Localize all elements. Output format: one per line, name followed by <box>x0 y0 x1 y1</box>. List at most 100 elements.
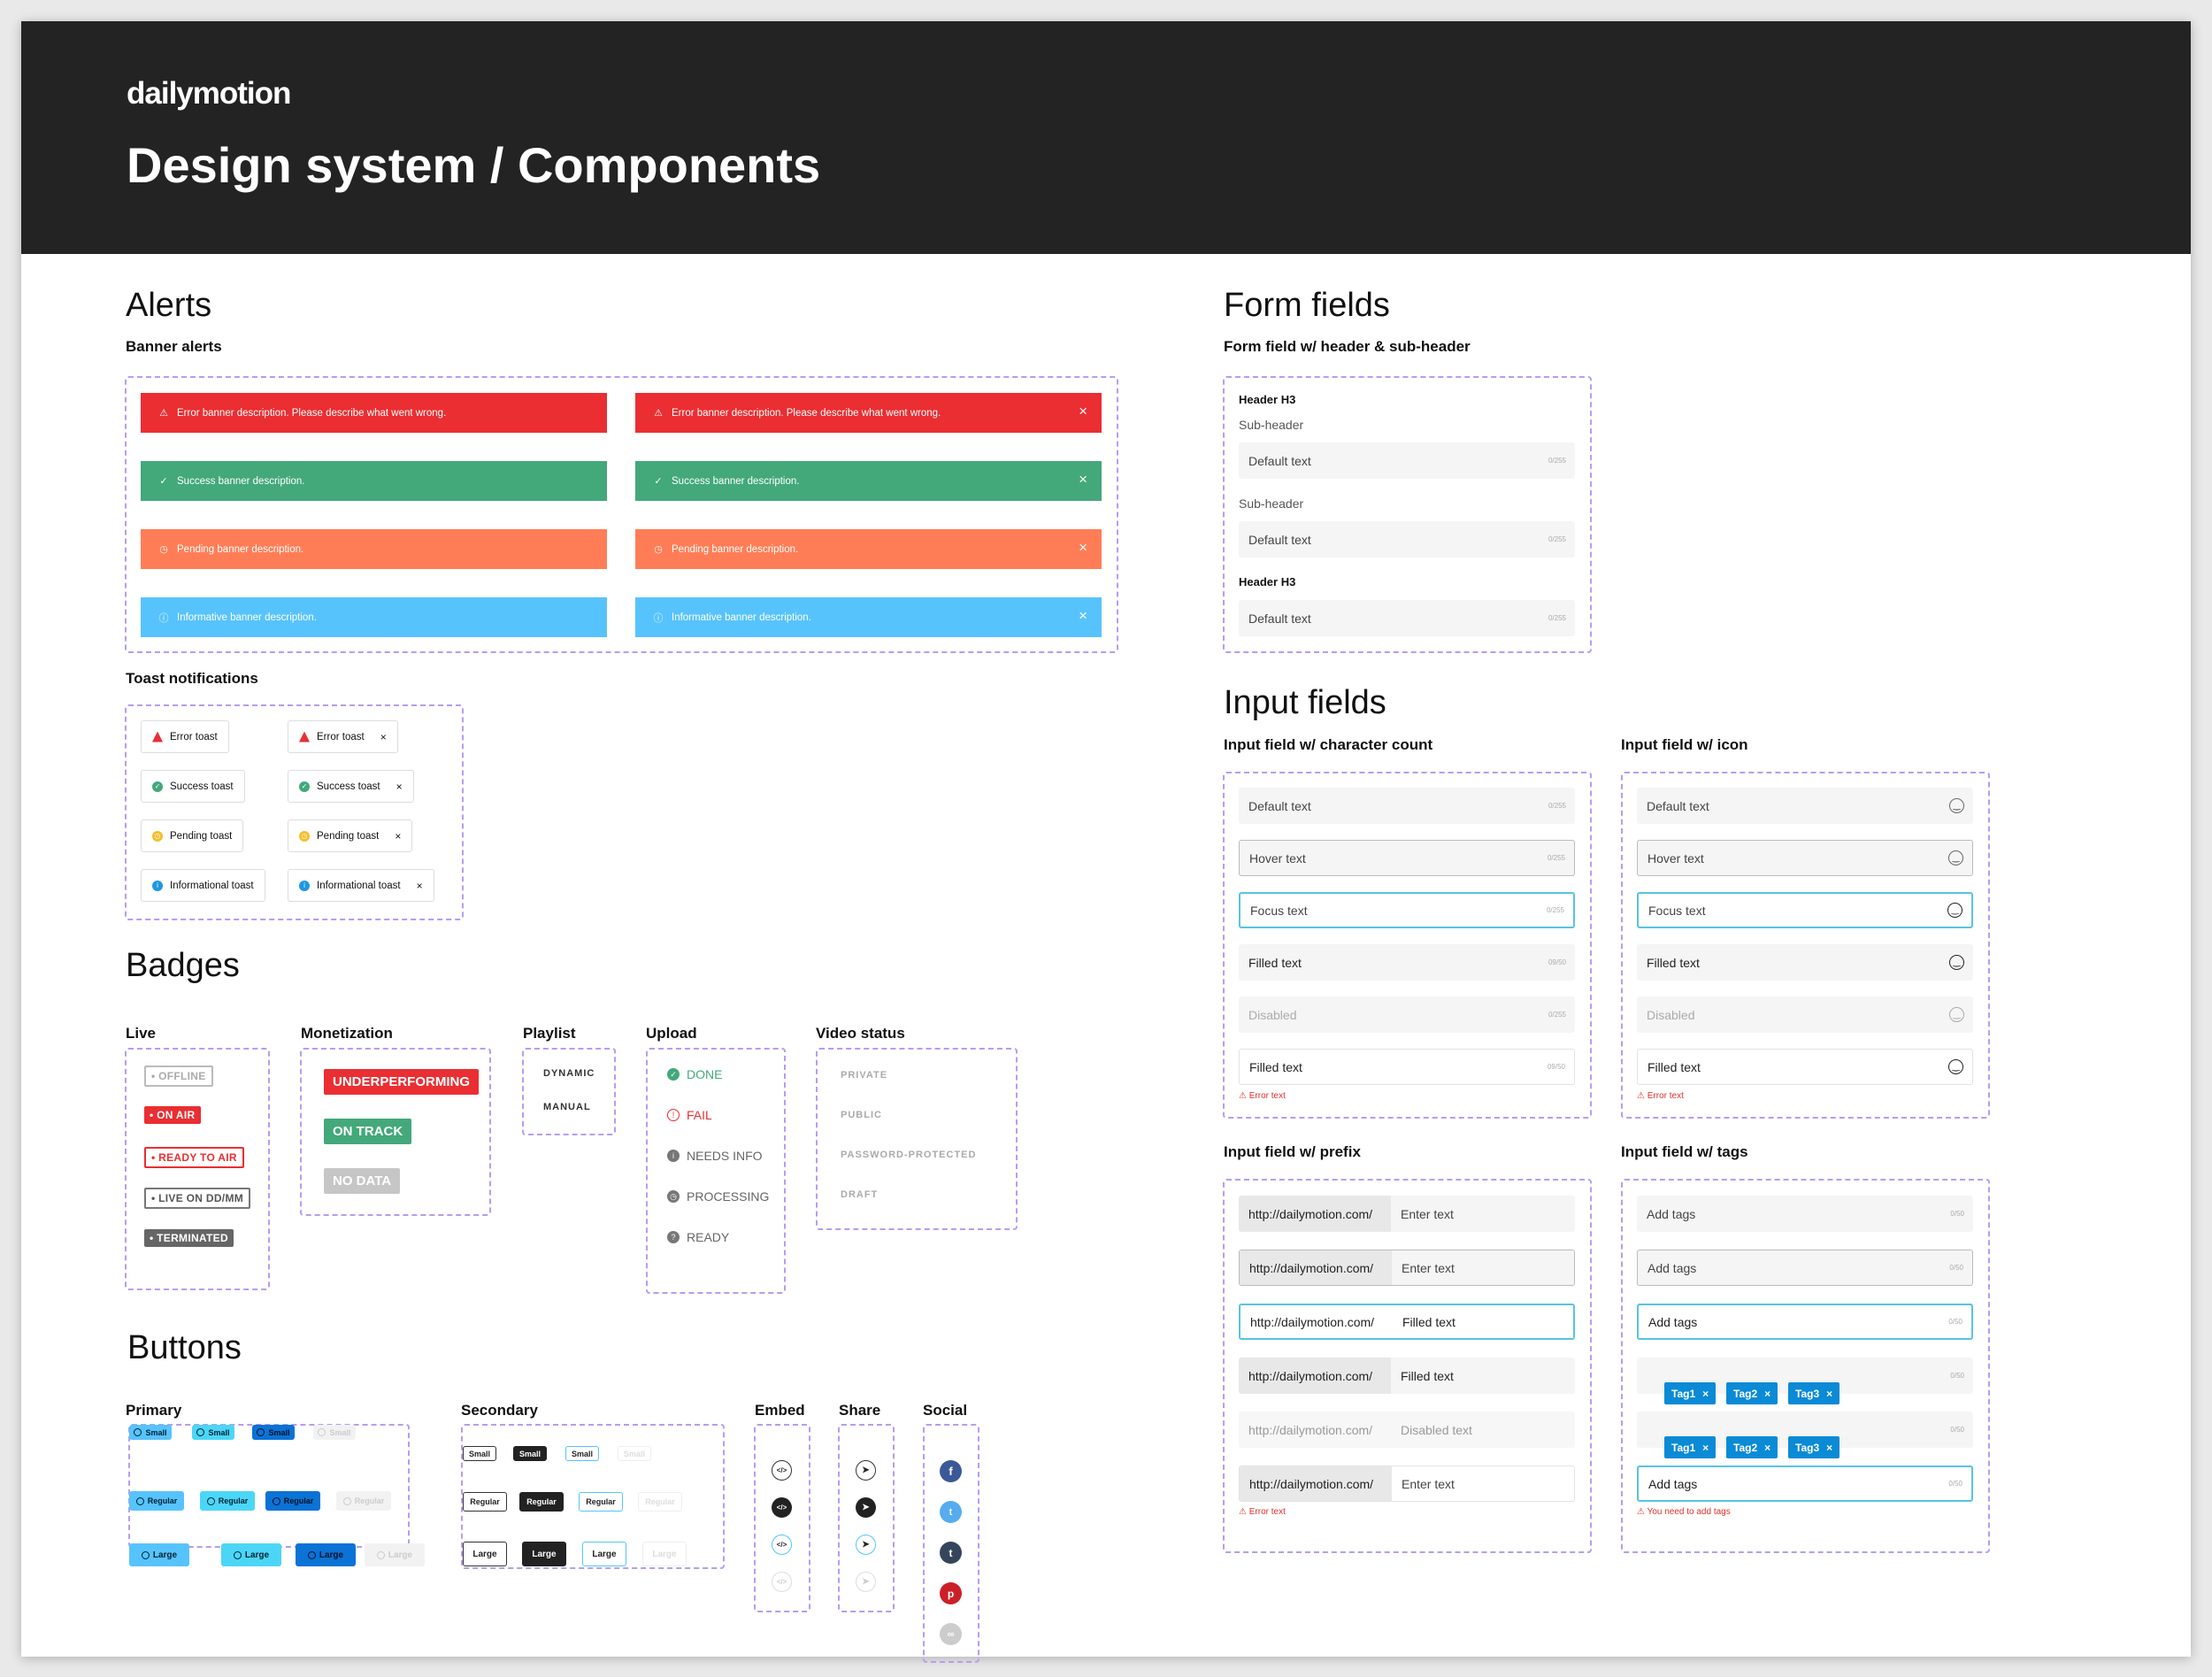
primary-regular-hover-button[interactable]: Regular <box>200 1491 255 1511</box>
toast-text: Error toast <box>170 731 218 742</box>
focus-input[interactable]: Focus text 0/255 <box>1239 892 1575 928</box>
tag-chip[interactable]: Tag2 × <box>1726 1436 1778 1458</box>
live-title: Live <box>126 1025 157 1042</box>
send-icon[interactable]: ➤ <box>856 1497 876 1518</box>
tag-chip[interactable]: Tag1 × <box>1664 1382 1717 1404</box>
form-text-field[interactable]: Default text 0/255 <box>1239 521 1575 558</box>
prefix-filled-input[interactable]: http://dailymotion.com/Filled text <box>1239 1358 1575 1394</box>
tags-input[interactable]: Add tags 0/50 <box>1637 1196 1973 1232</box>
close-icon[interactable]: × <box>1826 1387 1833 1400</box>
embed-code-icon[interactable]: </> <box>772 1535 792 1555</box>
tags-focus-input[interactable]: Add tags 0/50 <box>1637 1304 1973 1340</box>
tag-chip[interactable]: Tag2 × <box>1726 1382 1778 1404</box>
smiley-icon[interactable]: ‿ <box>1949 955 1964 970</box>
button-label: Regular <box>470 1497 500 1506</box>
focus-icon-input[interactable]: Focus text ‿ <box>1637 892 1973 928</box>
close-icon[interactable]: × <box>416 879 423 892</box>
close-icon[interactable]: × <box>1764 1387 1771 1400</box>
close-icon[interactable]: × <box>1079 539 1087 556</box>
hover-input[interactable]: Hover text 0/255 <box>1239 840 1575 876</box>
primary-large-pressed-button[interactable]: Large <box>296 1543 356 1566</box>
close-icon[interactable]: × <box>396 780 403 793</box>
info-banner-dismissable: ⓘ Informative banner description. × <box>635 597 1102 637</box>
secondary-large-pressed-button[interactable]: Large <box>522 1542 566 1566</box>
close-icon[interactable]: × <box>380 730 387 743</box>
secondary-large-button[interactable]: Large <box>463 1542 507 1566</box>
form-header: Header H3 <box>1239 393 1296 406</box>
secondary-small-pressed-button[interactable]: Small <box>513 1446 547 1461</box>
default-input[interactable]: Default text 0/255 <box>1239 788 1575 824</box>
pinterest-icon[interactable]: p <box>940 1582 962 1604</box>
error-toast: Error toast <box>141 720 229 753</box>
error-icon-input[interactable]: Filled text ‿ <box>1637 1049 1973 1085</box>
secondary-regular-button[interactable]: Regular <box>463 1492 507 1512</box>
smiley-icon[interactable]: ‿ <box>1948 850 1963 865</box>
share-title: Share <box>839 1402 881 1419</box>
send-icon[interactable]: ➤ <box>856 1535 876 1555</box>
primary-regular-pressed-button[interactable]: Regular <box>265 1491 320 1511</box>
check-icon: ✓ <box>159 476 168 487</box>
smiley-icon[interactable]: ‿ <box>1948 1059 1963 1074</box>
primary-small-pressed-button[interactable]: Small <box>252 1425 295 1440</box>
secondary-small-button[interactable]: Small <box>463 1446 496 1461</box>
char-count: 0/255 <box>1546 906 1564 914</box>
embed-code-icon[interactable]: </> <box>772 1497 792 1518</box>
primary-regular-button[interactable]: Regular <box>129 1491 184 1511</box>
default-icon-input[interactable]: Default text ‿ <box>1637 788 1973 824</box>
page-header: dailymotion Design system / Components <box>21 21 2191 254</box>
secondary-large-focus-button[interactable]: Large <box>582 1542 626 1566</box>
embed-code-icon[interactable]: </> <box>772 1460 792 1481</box>
link-icon[interactable]: ∞ <box>940 1623 962 1645</box>
secondary-regular-pressed-button[interactable]: Regular <box>519 1492 564 1512</box>
form-text-field[interactable]: Default text 0/255 <box>1239 442 1575 479</box>
button-label: Regular <box>218 1496 249 1505</box>
twitter-icon[interactable]: t <box>940 1501 962 1523</box>
close-icon[interactable]: × <box>1079 403 1087 419</box>
tag-label: Tag3 <box>1795 1387 1820 1400</box>
send-icon[interactable]: ➤ <box>856 1460 876 1481</box>
close-icon[interactable]: × <box>1079 607 1087 624</box>
close-icon[interactable]: × <box>395 829 402 842</box>
banner-text: Success banner description. <box>672 475 800 487</box>
smiley-icon[interactable]: ‿ <box>1947 903 1962 918</box>
smiley-icon: ‿ <box>1949 1007 1964 1022</box>
close-icon[interactable]: × <box>1079 471 1087 488</box>
tags-hover-input[interactable]: Add tags 0/50 <box>1637 1250 1973 1286</box>
prefix-hover-input[interactable]: http://dailymotion.com/Enter text <box>1239 1250 1575 1286</box>
smiley-icon[interactable]: ‿ <box>1949 798 1964 813</box>
char-count-group <box>1223 772 1592 1119</box>
prefix-focus-input[interactable]: http://dailymotion.com/Filled text <box>1239 1304 1575 1340</box>
needs-info-status: i NEEDS INFO <box>667 1149 763 1163</box>
primary-large-button[interactable]: Large <box>129 1543 189 1566</box>
success-banner-dismissable: ✓ Success banner description. × <box>635 461 1102 501</box>
close-icon[interactable]: × <box>1702 1441 1709 1454</box>
tag-chip[interactable]: Tag3 × <box>1788 1436 1840 1458</box>
primary-small-button[interactable]: Small <box>129 1425 172 1440</box>
tumblr-icon[interactable]: t <box>940 1542 962 1564</box>
secondary-small-disabled-button: Small <box>618 1446 651 1461</box>
prefix-input[interactable]: http://dailymotion.com/Enter text <box>1239 1196 1575 1232</box>
private-badge: PRIVATE <box>841 1070 888 1081</box>
filled-icon-input[interactable]: Filled text ‿ <box>1637 944 1973 981</box>
close-icon[interactable]: × <box>1702 1387 1709 1400</box>
clock-icon: ◷ <box>654 544 663 555</box>
prefix-error-input[interactable]: http://dailymotion.com/Enter text <box>1239 1465 1575 1502</box>
form-text-field[interactable]: Default text 0/255 <box>1239 600 1575 636</box>
secondary-regular-focus-button[interactable]: Regular <box>579 1492 623 1512</box>
secondary-small-focus-button[interactable]: Small <box>565 1446 599 1461</box>
primary-small-hover-button[interactable]: Small <box>192 1425 234 1440</box>
banner-alerts-title: Banner alerts <box>126 338 222 355</box>
facebook-icon[interactable]: f <box>940 1460 962 1482</box>
question-icon: ? <box>667 1231 680 1243</box>
hover-icon-input[interactable]: Hover text ‿ <box>1637 840 1973 876</box>
error-input[interactable]: Filled text 09/50 <box>1239 1049 1575 1085</box>
close-icon[interactable]: × <box>1764 1441 1771 1454</box>
filled-input[interactable]: Filled text 09/50 <box>1239 944 1575 981</box>
error-banner-dismissable: ⚠ Error banner description. Please descri… <box>635 393 1102 433</box>
primary-large-hover-button[interactable]: Large <box>221 1543 281 1566</box>
tags-error-input[interactable]: Add tags 0/50 <box>1637 1465 1973 1502</box>
tag-chip[interactable]: Tag3 × <box>1788 1382 1840 1404</box>
error-text: Error text <box>1647 1091 1684 1101</box>
close-icon[interactable]: × <box>1826 1441 1833 1454</box>
tag-chip[interactable]: Tag1 × <box>1664 1436 1717 1458</box>
